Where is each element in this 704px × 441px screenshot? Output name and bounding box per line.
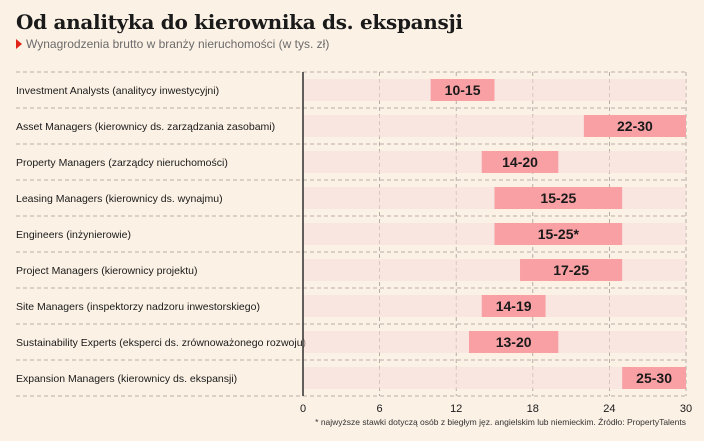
range-bar — [430, 79, 495, 101]
footnote: * najwyższe stawki dotyczą osób z biegły… — [315, 417, 686, 427]
data-label: 15-25 — [540, 190, 576, 206]
range-bar — [481, 151, 559, 173]
bar-track — [303, 367, 686, 389]
range-bar — [481, 295, 546, 317]
range-bar — [468, 331, 559, 353]
x-tick-label: 30 — [680, 403, 692, 415]
x-tick-label: 0 — [300, 403, 306, 415]
category-label: Engineers (inżynierowie) — [16, 229, 131, 241]
x-tick-label: 24 — [603, 403, 615, 415]
range-bar — [494, 187, 623, 209]
chart-subtitle: Wynagrodzenia brutto w branży nieruchomo… — [16, 37, 329, 51]
category-label: Investment Analysts (analitycy inwestycy… — [16, 85, 219, 97]
data-label: 25-30 — [636, 370, 672, 386]
chart-title: Od analityka do kierownika ds. ekspansji — [16, 10, 463, 34]
range-bar — [583, 115, 686, 137]
data-label: 10-15 — [445, 82, 481, 98]
category-label: Sustainability Experts (eksperci ds. zró… — [16, 337, 306, 349]
bar-track — [303, 259, 686, 281]
data-label: 13-20 — [496, 334, 532, 350]
x-tick-label: 18 — [527, 403, 539, 415]
category-label: Project Managers (kierownicy projektu) — [16, 265, 197, 277]
chart-subtitle-text: Wynagrodzenia brutto w branży nieruchomo… — [26, 37, 330, 51]
data-label: 17-25 — [553, 262, 589, 278]
data-label: 15-25* — [538, 226, 580, 242]
data-label: 22-30 — [617, 118, 653, 134]
range-bar — [520, 259, 623, 281]
category-label: Property Managers (zarządcy nieruchomośc… — [16, 157, 228, 169]
category-label: Leasing Managers (kierownicy ds. wynajmu… — [16, 193, 223, 205]
data-label: 14-19 — [496, 298, 532, 314]
range-bar — [494, 223, 623, 245]
x-tick-label: 6 — [377, 403, 383, 415]
category-label: Asset Managers (kierownicy ds. zarządzan… — [16, 121, 275, 133]
category-label: Expansion Managers (kierownicy ds. ekspa… — [16, 373, 237, 385]
data-label: 14-20 — [502, 154, 538, 170]
red-triangle-icon — [16, 39, 22, 49]
range-bar — [622, 367, 686, 389]
category-label: Site Managers (inspektorzy nadzoru inwes… — [16, 301, 260, 313]
x-tick-label: 12 — [450, 403, 462, 415]
